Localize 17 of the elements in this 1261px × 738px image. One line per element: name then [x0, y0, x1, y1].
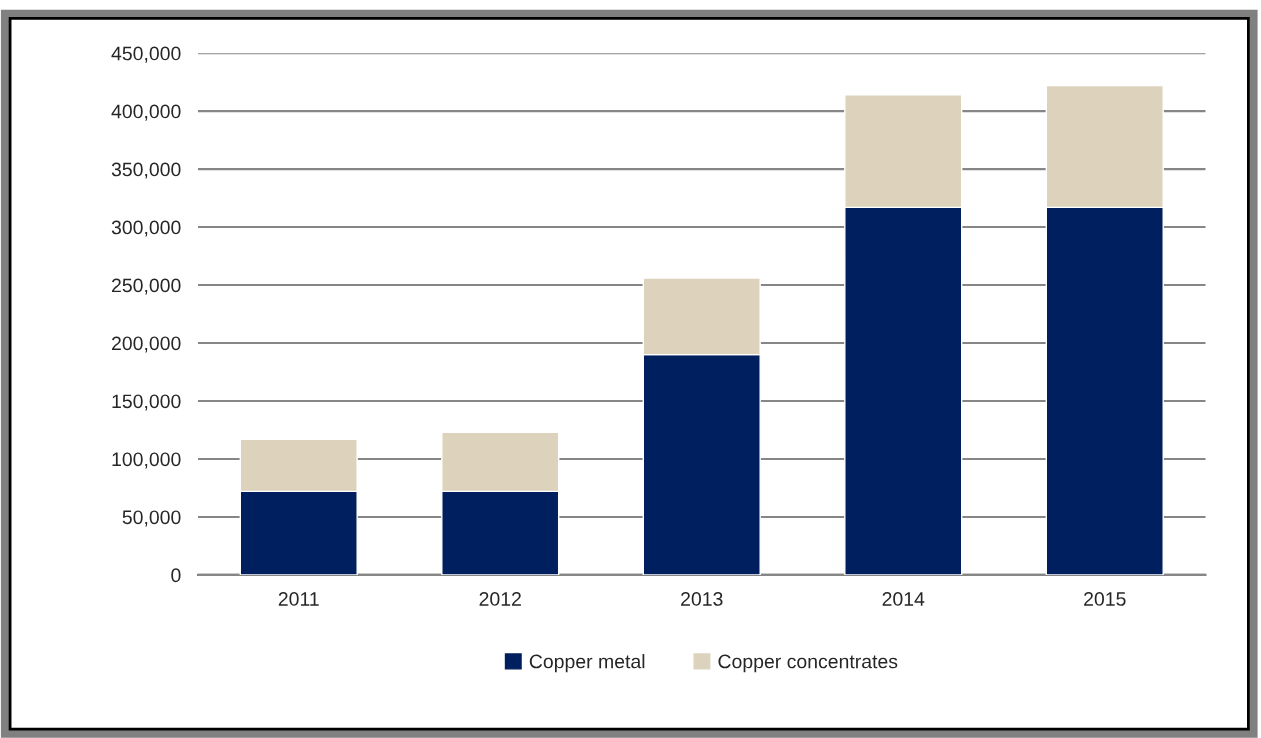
- y-tick-label: 400,000: [111, 104, 181, 121]
- legend-label: Copper metal: [529, 654, 645, 673]
- y-tick-label: 150,000: [112, 394, 181, 411]
- y-tick-label: 100,000: [112, 452, 181, 469]
- x-tick-label: 2015: [1084, 592, 1126, 606]
- legend-label: Copper concentrates: [718, 654, 898, 673]
- x-tick-label: 2013: [681, 592, 723, 606]
- y-tick-label: 50,000: [122, 510, 181, 527]
- y-tick-label: 300,000: [111, 220, 181, 237]
- x-tick-label: 2011: [278, 592, 319, 606]
- y-tick-label: 450,000: [111, 46, 181, 63]
- y-tick-label: 350,000: [111, 162, 181, 179]
- y-tick-label: 250,000: [112, 278, 181, 295]
- y-tick-label: 200,000: [112, 336, 181, 353]
- x-tick-label: 2014: [882, 592, 925, 606]
- x-tick-label: 2012: [479, 592, 521, 606]
- y-tick-label: 0: [171, 568, 181, 583]
